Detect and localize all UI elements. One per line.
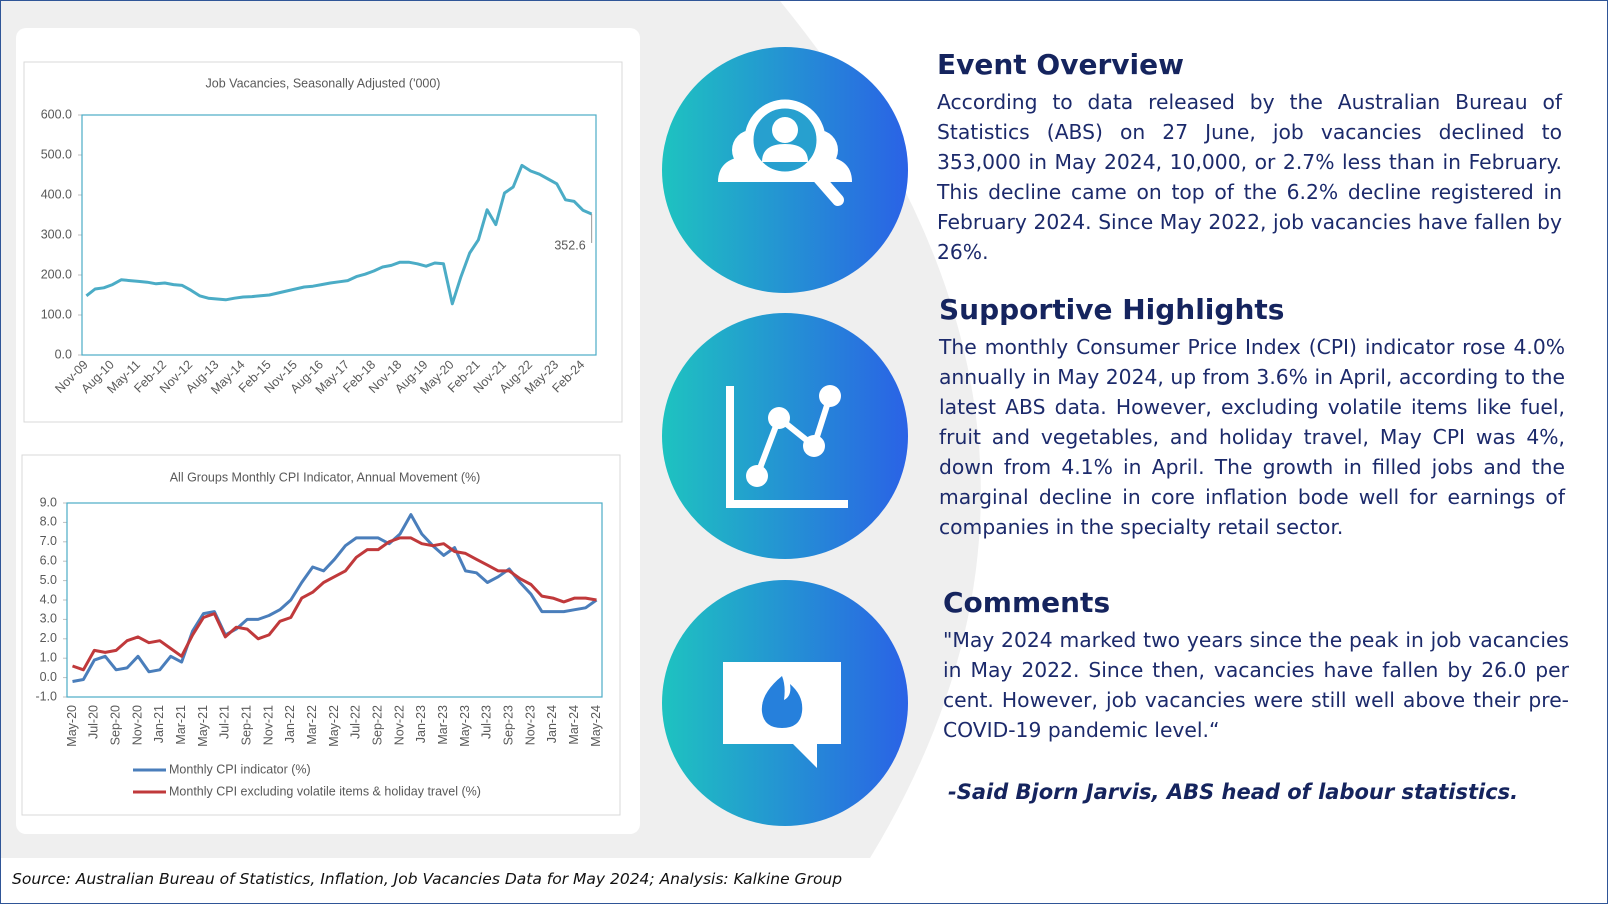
section-body: According to data released by the Austra… <box>937 90 1562 264</box>
x-tick-label: Jan-21 <box>152 705 166 743</box>
y-tick-label: 500.0 <box>41 147 72 161</box>
y-tick-label: 400.0 <box>41 187 72 201</box>
x-tick-label: Jan-22 <box>283 705 297 743</box>
x-tick-label: Jul-20 <box>87 705 101 739</box>
x-tick-label: Mar-22 <box>305 705 319 745</box>
chart-frame <box>23 61 623 423</box>
source-note: Source: Australian Bureau of Statistics,… <box>12 870 843 888</box>
line-series <box>72 513 598 683</box>
plot-frame <box>81 114 597 356</box>
y-tick-label: 7.0 <box>40 534 57 548</box>
y-tick-label: 2.0 <box>40 631 57 645</box>
icon-circle <box>662 47 908 293</box>
y-tick-label: 100.0 <box>41 307 72 321</box>
y-tick-label: 5.0 <box>40 573 57 587</box>
section-body: "May 2024 marked two years since the pea… <box>943 628 1569 742</box>
section-heading: Event Overview <box>937 48 1184 81</box>
section: Comments "May 2024 marked two years sinc… <box>943 586 1569 745</box>
x-tick-label: Jan-24 <box>545 705 559 743</box>
chart-title: All Groups Monthly CPI Indicator, Annual… <box>170 470 481 484</box>
y-tick-label: 300.0 <box>41 227 72 241</box>
y-tick-label: 1.0 <box>40 650 57 664</box>
plot-frame <box>66 502 603 698</box>
x-tick-label: Sep-20 <box>108 705 122 745</box>
icon-circle <box>662 580 908 826</box>
chart-title: Job Vacancies, Seasonally Adjusted ('000… <box>206 76 441 90</box>
chart-frame <box>21 454 621 816</box>
x-tick-label: Nov-21 <box>261 705 275 745</box>
x-tick-label: May-22 <box>327 705 341 747</box>
y-tick-label: 3.0 <box>40 612 57 626</box>
x-tick-label: Sep-23 <box>501 705 515 745</box>
x-tick-label: May-20 <box>65 705 79 747</box>
y-tick-label: 0.0 <box>55 347 72 361</box>
charts: Job Vacancies, Seasonally Adjusted ('000… <box>21 61 623 816</box>
section-body: The monthly Consumer Price Index (CPI) i… <box>939 335 1565 539</box>
legend-label: Monthly CPI indicator (%) <box>169 762 311 776</box>
line-series <box>85 163 593 306</box>
line-series <box>72 536 597 672</box>
x-tick-label: May-23 <box>458 705 472 747</box>
icon-circle <box>662 313 908 559</box>
section-heading: Supportive Highlights <box>939 293 1285 326</box>
x-tick-label: Jul-21 <box>218 705 232 739</box>
section-heading: Comments <box>943 586 1111 619</box>
legend-label: Monthly CPI excluding volatile items & h… <box>169 784 481 798</box>
x-tick-label: Mar-21 <box>174 705 188 745</box>
x-tick-label: Mar-24 <box>567 705 581 745</box>
attribution: -Said Bjorn Jarvis, ABS head of labour s… <box>948 780 1519 804</box>
x-tick-label: Sep-21 <box>239 705 253 745</box>
x-tick-label: Nov-20 <box>130 705 144 745</box>
x-tick-label: Nov-22 <box>392 705 406 745</box>
x-tick-label: Jan-23 <box>414 705 428 743</box>
data-label: 352.6 <box>554 238 585 252</box>
x-tick-label: Nov-23 <box>523 705 537 745</box>
x-tick-label: May-24 <box>589 705 603 747</box>
x-tick-label: May-21 <box>196 705 210 747</box>
y-tick-label: 8.0 <box>40 515 57 529</box>
y-tick-label: 600.0 <box>41 107 72 121</box>
y-tick-label: 200.0 <box>41 267 72 281</box>
y-tick-label: 4.0 <box>40 592 57 606</box>
y-tick-label: 9.0 <box>40 495 57 509</box>
x-tick-label: Jul-22 <box>349 705 363 739</box>
x-tick-label: Jul-23 <box>480 705 494 739</box>
y-tick-label: -1.0 <box>35 689 57 703</box>
y-tick-label: 0.0 <box>40 670 57 684</box>
x-tick-label: Sep-22 <box>370 705 384 745</box>
x-tick-label: Mar-23 <box>436 705 450 745</box>
y-tick-label: 6.0 <box>40 553 57 567</box>
section: Supportive Highlights The monthly Consum… <box>939 293 1565 542</box>
section: Event Overview According to data release… <box>937 48 1562 267</box>
